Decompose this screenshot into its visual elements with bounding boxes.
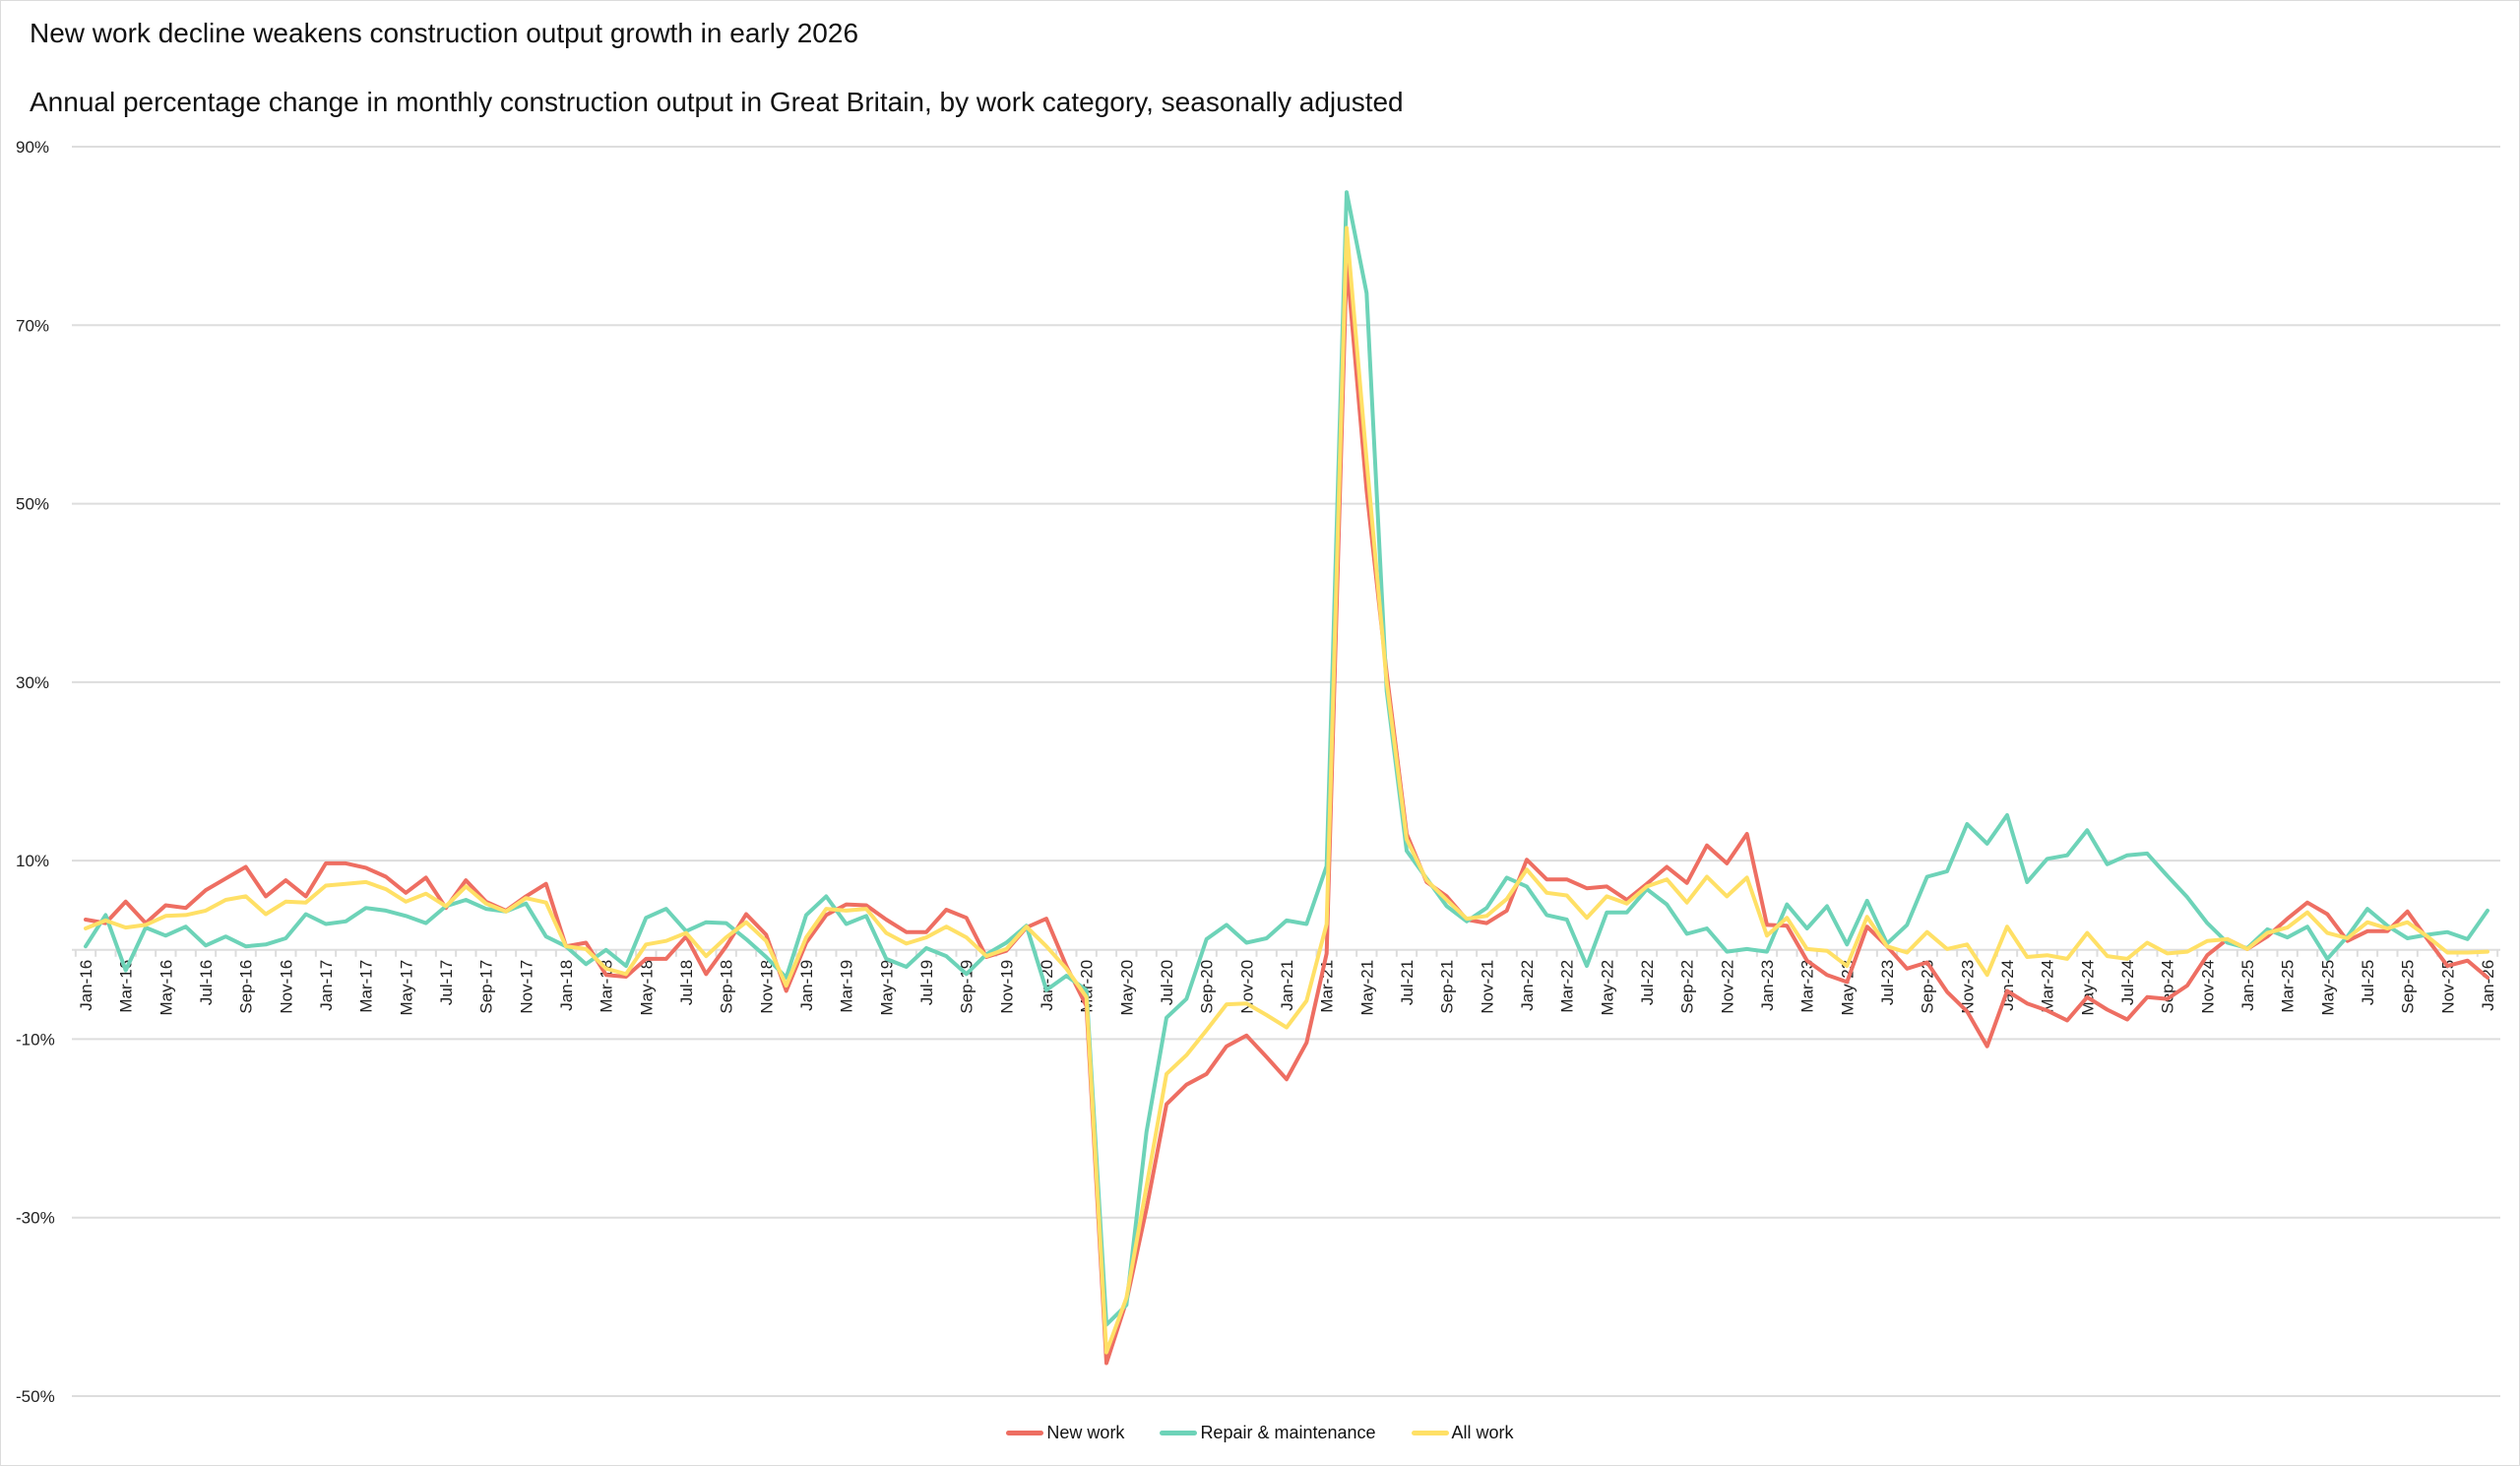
y-tick-label: -30% <box>16 1209 55 1228</box>
x-tick-label: Sep-22 <box>1678 960 1697 1014</box>
x-tick-label: Jan-16 <box>77 960 95 1011</box>
chart-subtitle: Annual percentage change in monthly cons… <box>30 87 1404 117</box>
series-line-new-work <box>84 259 2489 1366</box>
x-tick-label: May-23 <box>1838 960 1857 1016</box>
x-tick-label: Jan-17 <box>317 960 336 1011</box>
x-tick-label: Mar-16 <box>117 960 136 1013</box>
x-tick-label: May-22 <box>1598 960 1616 1016</box>
y-tick-label: 30% <box>16 673 49 692</box>
x-tick-label: Mar-24 <box>2039 960 2057 1013</box>
y-tick-label: 10% <box>16 852 49 870</box>
legend-item-all-work[interactable]: All work <box>1411 1423 1514 1443</box>
legend: New work Repair & maintenance All work <box>0 1423 2520 1443</box>
x-tick-label: Sep-23 <box>1919 960 1937 1014</box>
x-tick-label: Sep-16 <box>237 960 256 1014</box>
x-tick-label: Mar-18 <box>598 960 616 1013</box>
legend-label: New work <box>1046 1423 1125 1442</box>
y-tick-label: -10% <box>16 1030 55 1049</box>
x-tick-label: Sep-17 <box>477 960 496 1014</box>
x-tick-label: Jul-21 <box>1398 960 1417 1005</box>
x-tick-label: Jan-21 <box>1278 960 1296 1011</box>
x-tick-label: Jul-25 <box>2359 960 2377 1005</box>
x-tick-label: Jul-18 <box>677 960 696 1005</box>
x-tick-label: Sep-21 <box>1438 960 1457 1014</box>
x-tick-label: Jul-17 <box>437 960 456 1005</box>
x-tick-label: Nov-19 <box>997 960 1016 1014</box>
series-line-repair-maintenance <box>84 190 2489 1327</box>
legend-label: Repair & maintenance <box>1200 1423 1376 1442</box>
x-tick-label: Jul-19 <box>917 960 936 1005</box>
legend-swatch-new-work <box>1006 1431 1044 1435</box>
y-tick-label: -50% <box>16 1387 55 1406</box>
x-tick-label: Nov-17 <box>517 960 536 1014</box>
x-tick-label: Jul-24 <box>2118 960 2137 1005</box>
x-tick-label: Jan-23 <box>1758 960 1777 1011</box>
x-tick-label: Jul-20 <box>1158 960 1176 1005</box>
x-tick-label: Nov-16 <box>277 960 295 1014</box>
x-tick-label: May-21 <box>1357 960 1376 1016</box>
legend-swatch-repair-maintenance <box>1160 1431 1198 1435</box>
x-tick-label: Nov-22 <box>1718 960 1736 1014</box>
x-tick-label: Nov-21 <box>1478 960 1496 1014</box>
x-tick-label: Nov-23 <box>1958 960 1977 1014</box>
legend-label: All work <box>1451 1423 1514 1442</box>
x-tick-label: Jul-22 <box>1638 960 1657 1005</box>
x-tick-label: May-16 <box>157 960 175 1016</box>
x-tick-label: May-25 <box>2318 960 2337 1016</box>
x-tick-label: Sep-25 <box>2399 960 2418 1014</box>
y-tick-label: 70% <box>16 316 49 335</box>
x-tick-label: Mar-23 <box>1798 960 1817 1013</box>
x-tick-label: Jan-18 <box>557 960 576 1011</box>
x-tick-label: Jan-25 <box>2238 960 2257 1011</box>
x-tick-label: May-19 <box>877 960 896 1016</box>
chart-title: New work decline weakens construction ou… <box>30 18 859 48</box>
x-tick-label: Mar-25 <box>2279 960 2298 1013</box>
x-tick-label: Sep-18 <box>718 960 736 1014</box>
series-line-all-work <box>84 225 2489 1355</box>
legend-item-new-work[interactable]: New work <box>1006 1423 1124 1443</box>
x-tick-label: May-17 <box>397 960 415 1016</box>
x-tick-label: Mar-17 <box>357 960 376 1013</box>
legend-swatch-all-work <box>1411 1431 1449 1435</box>
x-tick-label: May-20 <box>1117 960 1136 1016</box>
x-tick-label: Mar-22 <box>1558 960 1577 1013</box>
x-tick-label: Jul-23 <box>1878 960 1897 1005</box>
y-tick-label: 90% <box>16 138 49 157</box>
x-tick-label: Sep-19 <box>958 960 976 1014</box>
x-tick-label: Sep-20 <box>1198 960 1217 1014</box>
x-axis: Jan-16 Mar-16 May-16 Jul-16 Sep-16 Nov-16 Jan-… <box>72 948 2500 1016</box>
x-tick-label: Jan-26 <box>2479 960 2497 1011</box>
series-lines <box>84 190 2489 1366</box>
y-tick-label: 50% <box>16 495 49 514</box>
x-tick-label: Nov-20 <box>1237 960 1256 1014</box>
x-tick-label: Nov-25 <box>2438 960 2457 1014</box>
x-tick-label: May-18 <box>637 960 656 1016</box>
gridlines <box>72 146 2500 1397</box>
y-axis: 90% 70% 50% 30% 10% -10% -30% -50% <box>16 138 55 1406</box>
x-tick-label: Jan-19 <box>797 960 816 1011</box>
x-tick-label: Nov-24 <box>2198 960 2217 1014</box>
x-tick-label: Sep-24 <box>2159 960 2177 1014</box>
x-tick-label: Jan-22 <box>1518 960 1537 1011</box>
x-tick-label: Mar-19 <box>838 960 856 1013</box>
legend-item-repair-maintenance[interactable]: Repair & maintenance <box>1160 1423 1376 1443</box>
x-tick-label: Jul-16 <box>197 960 216 1005</box>
x-tick-label: Nov-18 <box>757 960 776 1014</box>
